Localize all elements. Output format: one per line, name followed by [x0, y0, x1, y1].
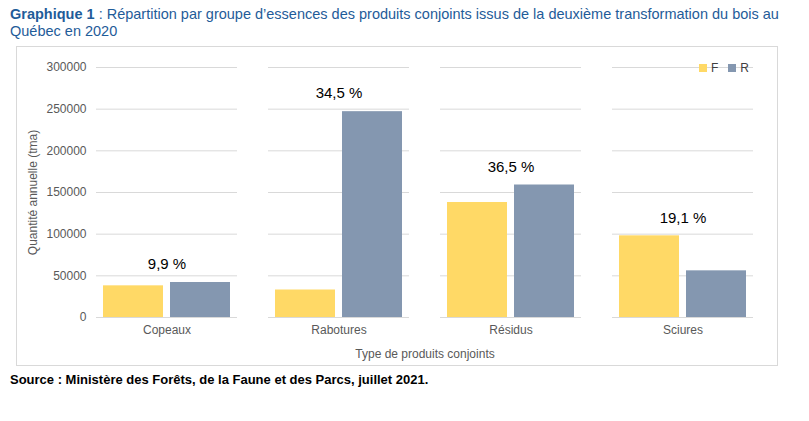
svg-text:Quantité annuelle (tma): Quantité annuelle (tma): [26, 130, 40, 255]
svg-text:150000: 150000: [46, 185, 86, 199]
svg-text:250000: 250000: [46, 102, 86, 116]
svg-text:Résidus: Résidus: [489, 323, 532, 337]
svg-text:200000: 200000: [46, 144, 86, 158]
svg-text:Copeaux: Copeaux: [143, 323, 191, 337]
html-text:F: F: [711, 61, 719, 75]
html-text:Graphique 1: Répartition par g: Graphique 1: Répartition par groupe d’es…: [10, 6, 779, 39]
svg-text:100000: 100000: [46, 227, 86, 241]
svg-text:36,5 %: 36,5 %: [488, 158, 535, 175]
svg-text:34,5 %: 34,5 %: [316, 84, 363, 101]
svg-text:Sciures: Sciures: [663, 323, 703, 337]
svg-text:9,9 %: 9,9 %: [148, 255, 186, 272]
html-text:Source : Ministère des Forêts,: Source : Ministère des Forêts, de la Fau…: [10, 372, 429, 387]
html-text:R: R: [740, 61, 749, 75]
svg-text:0: 0: [80, 310, 87, 324]
svg-text:300000: 300000: [46, 60, 86, 74]
svg-text:Rabotures: Rabotures: [311, 323, 366, 337]
svg-text:50000: 50000: [53, 269, 87, 283]
svg-text:Type de produits conjoints: Type de produits conjoints: [355, 347, 494, 361]
svg-text:19,1 %: 19,1 %: [660, 209, 707, 226]
